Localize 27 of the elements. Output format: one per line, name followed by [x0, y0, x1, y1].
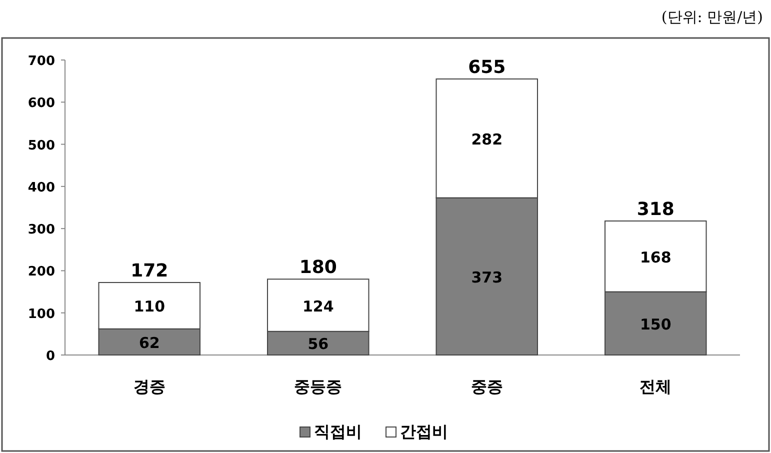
y-tick-label: 700: [28, 54, 55, 69]
data-label: 373: [471, 268, 503, 286]
data-label: 124: [302, 297, 334, 316]
x-tick-label: 중증: [470, 377, 503, 396]
total-label: 172: [130, 260, 168, 282]
data-label: 150: [640, 315, 672, 334]
total-label: 318: [636, 198, 674, 220]
legend-label: 간접비: [400, 422, 448, 441]
total-label: 180: [299, 257, 337, 278]
y-tick-label: 400: [28, 180, 55, 196]
y-tick-label: 200: [28, 264, 55, 280]
total-label: 655: [468, 56, 506, 78]
text: (단위: 만원/년): [661, 8, 763, 26]
data-label: 62: [138, 334, 160, 352]
data-label: 168: [640, 248, 672, 266]
data-label: 282: [471, 130, 503, 148]
data-label: 110: [134, 298, 166, 316]
y-tick-label: 0: [46, 349, 55, 364]
x-tick-label: 전체: [640, 377, 672, 396]
x-tick-label: 경증: [133, 377, 166, 396]
legend-label: 직접비: [314, 422, 362, 441]
data-label: 56: [308, 335, 329, 354]
y-tick-label: 500: [28, 138, 55, 154]
y-tick-label: 100: [28, 306, 55, 322]
y-tick-label: 600: [28, 96, 55, 112]
y-tick-label: 300: [28, 222, 55, 238]
x-tick-label: 중등증: [294, 377, 342, 396]
